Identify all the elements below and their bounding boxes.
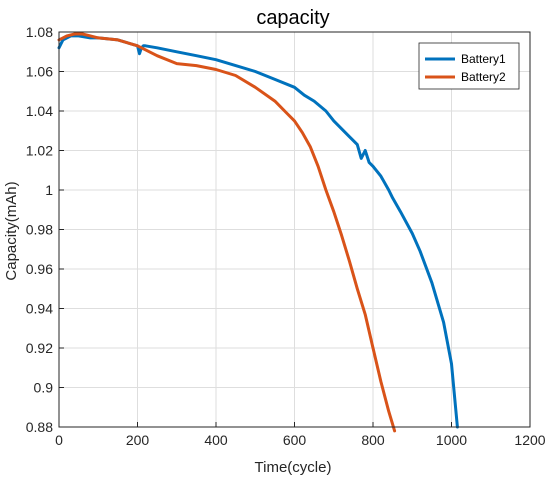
x-tick-label: 1200 xyxy=(514,432,545,448)
x-tick-label: 1000 xyxy=(436,432,467,448)
y-tick-label: 0.98 xyxy=(26,222,53,238)
y-tick-label: 1.06 xyxy=(26,64,53,80)
legend-box xyxy=(418,42,520,90)
x-tick-label: 400 xyxy=(204,432,228,448)
y-tick-label: 1.02 xyxy=(26,143,53,159)
y-tick-label: 1 xyxy=(45,182,53,198)
y-tick-label: 0.9 xyxy=(34,380,54,396)
x-axis-label: Time(cycle) xyxy=(255,459,332,476)
y-axis-ticks: 0.88 0.9 0.92 0.94 0.96 0.98 1 1.02 1.04 1.06 1.08 xyxy=(26,24,64,435)
y-axis-label: Capacity(mAh) xyxy=(3,181,20,280)
y-tick-label: 0.92 xyxy=(26,340,53,356)
x-tick-label: 600 xyxy=(283,432,307,448)
y-tick-label: 0.96 xyxy=(26,261,53,277)
chart-title: capacity xyxy=(256,7,329,29)
series-lines xyxy=(57,32,459,433)
legend-label-battery1: Battery1 xyxy=(461,52,506,66)
legend-label-battery2: Battery2 xyxy=(461,70,506,84)
x-axis-ticks: 0 200 400 600 800 1000 1200 xyxy=(55,422,546,448)
x-tick-label: 800 xyxy=(361,432,385,448)
legend: Battery1 Battery2 xyxy=(418,42,520,90)
y-tick-label: 1.08 xyxy=(26,24,53,40)
series-line-battery2 xyxy=(57,32,397,433)
x-tick-label: 200 xyxy=(126,432,150,448)
y-tick-label: 0.88 xyxy=(26,419,53,435)
y-tick-label: 0.94 xyxy=(26,301,53,317)
y-tick-label: 1.04 xyxy=(26,103,53,119)
x-tick-label: 0 xyxy=(55,432,63,448)
